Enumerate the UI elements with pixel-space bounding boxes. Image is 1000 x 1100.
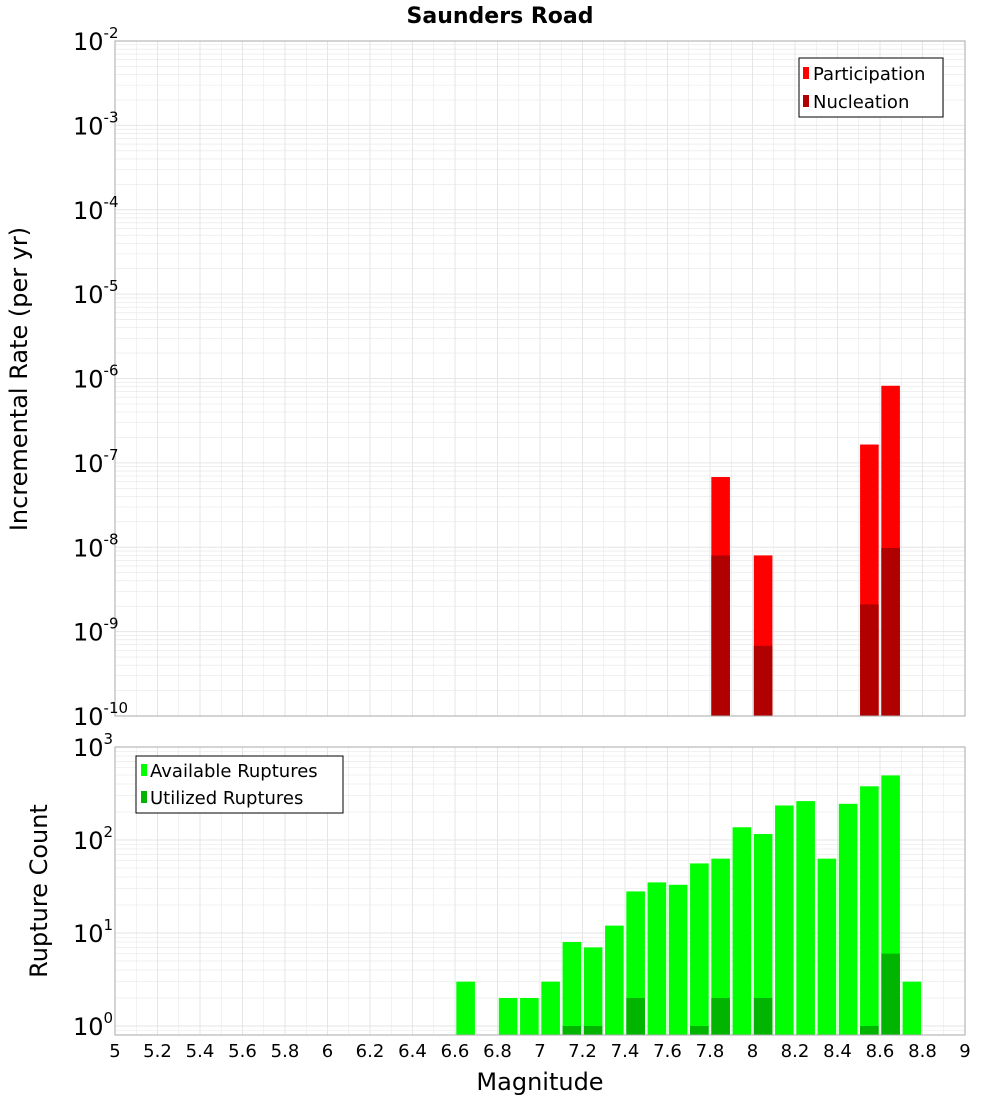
x-tick-label: 5.4: [186, 1041, 215, 1062]
x-tick-label: 7.6: [653, 1041, 682, 1062]
x-tick-label: 5.2: [143, 1041, 172, 1062]
available-ruptures-bar: [520, 997, 539, 1035]
available-ruptures-bar: [605, 925, 624, 1035]
utilized-ruptures-legend-label: Utilized Ruptures: [150, 788, 303, 809]
x-tick-label: 7.8: [696, 1041, 725, 1062]
available-ruptures-bar: [817, 858, 837, 1035]
top-legend-box: [798, 57, 944, 118]
available-ruptures-bar: [902, 981, 922, 1035]
available-ruptures-bar: [775, 805, 794, 1035]
available-ruptures-bar: [668, 884, 688, 1035]
utilized-ruptures-bar: [583, 1025, 603, 1035]
bottom-legend: Available Ruptures Utilized Ruptures: [135, 755, 344, 814]
top-y-axis-label: Incremental Rate (per yr): [5, 227, 33, 531]
bottom-plot-frame: [114, 746, 966, 1036]
y-tick-label: 101: [73, 916, 113, 948]
nucleation-bar: [753, 645, 773, 716]
available-ruptures-bar: [753, 834, 773, 1035]
x-tick-label: 7: [534, 1041, 545, 1062]
participation-swatch: [803, 67, 809, 79]
x-tick-label: 8.8: [908, 1041, 937, 1062]
nucleation-bar: [860, 604, 879, 716]
x-tick-label: 6.2: [356, 1041, 385, 1062]
nucleation-bar: [711, 555, 730, 716]
y-tick-label: 10-10: [73, 699, 128, 731]
x-tick-label: 8.2: [781, 1041, 810, 1062]
nucleation-swatch: [803, 95, 809, 107]
available-ruptures-bar: [456, 981, 475, 1035]
top-legend: Participation Nucleation: [798, 57, 944, 118]
x-tick-label: 6: [322, 1041, 333, 1062]
x-tick-label: 5.8: [271, 1041, 300, 1062]
chart-title: Saunders Road: [407, 4, 594, 29]
available-ruptures-bar: [732, 827, 752, 1035]
x-tick-labels: 5 5.2 5.4 5.6 5.8 6 6.2 6.4 6.6 6.8 7 7.2 7.4 7.6 7.8 8…: [109, 1041, 970, 1062]
top-grid: [115, 40, 966, 717]
utilized-ruptures-bar: [690, 1025, 709, 1035]
bottom-bars: [456, 775, 922, 1035]
top-bars: [711, 385, 900, 716]
utilized-ruptures-bar: [860, 1025, 879, 1035]
x-tick-label: 7.2: [568, 1041, 597, 1062]
utilized-ruptures-bar: [626, 997, 645, 1035]
participation-legend-label: Participation: [813, 64, 925, 85]
utilized-ruptures-bar: [881, 953, 900, 1035]
y-tick-label: 10-2: [73, 24, 119, 56]
x-tick-label: 6.6: [441, 1041, 470, 1062]
x-tick-label: 7.4: [611, 1041, 640, 1062]
y-tick-label: 10-9: [73, 615, 119, 647]
utilized-ruptures-bar: [562, 1025, 582, 1035]
y-tick-label: 10-3: [73, 108, 119, 140]
available-ruptures-bar: [796, 801, 815, 1035]
utilized-ruptures-bar: [711, 997, 730, 1035]
x-tick-label: 8.4: [823, 1041, 852, 1062]
x-tick-label: 6.4: [398, 1041, 427, 1062]
available-ruptures-bar: [583, 947, 603, 1035]
bottom-legend-box: [135, 755, 344, 814]
y-tick-label: 103: [73, 730, 113, 762]
x-tick-label: 8: [747, 1041, 758, 1062]
y-tick-label: 100: [73, 1009, 113, 1041]
available-ruptures-swatch: [141, 764, 147, 776]
available-ruptures-bar: [498, 997, 518, 1035]
nucleation-bar: [881, 547, 900, 716]
y-tick-label: 10-7: [73, 446, 119, 478]
available-ruptures-bar: [838, 803, 858, 1035]
x-tick-label: 9: [959, 1041, 970, 1062]
x-tick-label: 5.6: [228, 1041, 257, 1062]
bottom-y-axis-label: Rupture Count: [25, 804, 53, 978]
x-tick-label: 8.6: [866, 1041, 895, 1062]
x-tick-label: 5: [109, 1041, 120, 1062]
available-ruptures-bar: [647, 882, 667, 1035]
x-axis-label: Magnitude: [476, 1068, 603, 1096]
y-tick-label: 10-5: [73, 277, 119, 309]
y-tick-label: 102: [73, 823, 113, 855]
utilized-ruptures-swatch: [141, 791, 147, 803]
available-ruptures-legend-label: Available Ruptures: [150, 761, 318, 782]
available-ruptures-bar: [562, 942, 582, 1035]
available-ruptures-bar: [541, 981, 560, 1035]
y-tick-label: 10-8: [73, 530, 119, 562]
y-tick-label: 10-4: [73, 193, 119, 225]
available-ruptures-bar: [860, 786, 879, 1035]
top-y-tick-labels: 10-10 10-9 10-8 10-7 10-6 10-5 10-4 10-3 10-2: [73, 24, 128, 731]
y-tick-label: 10-6: [73, 362, 119, 394]
available-ruptures-bar: [711, 858, 730, 1035]
nucleation-legend-label: Nucleation: [813, 92, 909, 113]
bottom-y-tick-labels: 100 101 102 103: [73, 730, 113, 1041]
available-ruptures-bar: [690, 863, 709, 1035]
top-plot-frame: [114, 40, 966, 717]
x-tick-label: 6.8: [483, 1041, 512, 1062]
utilized-ruptures-bar: [753, 997, 773, 1035]
